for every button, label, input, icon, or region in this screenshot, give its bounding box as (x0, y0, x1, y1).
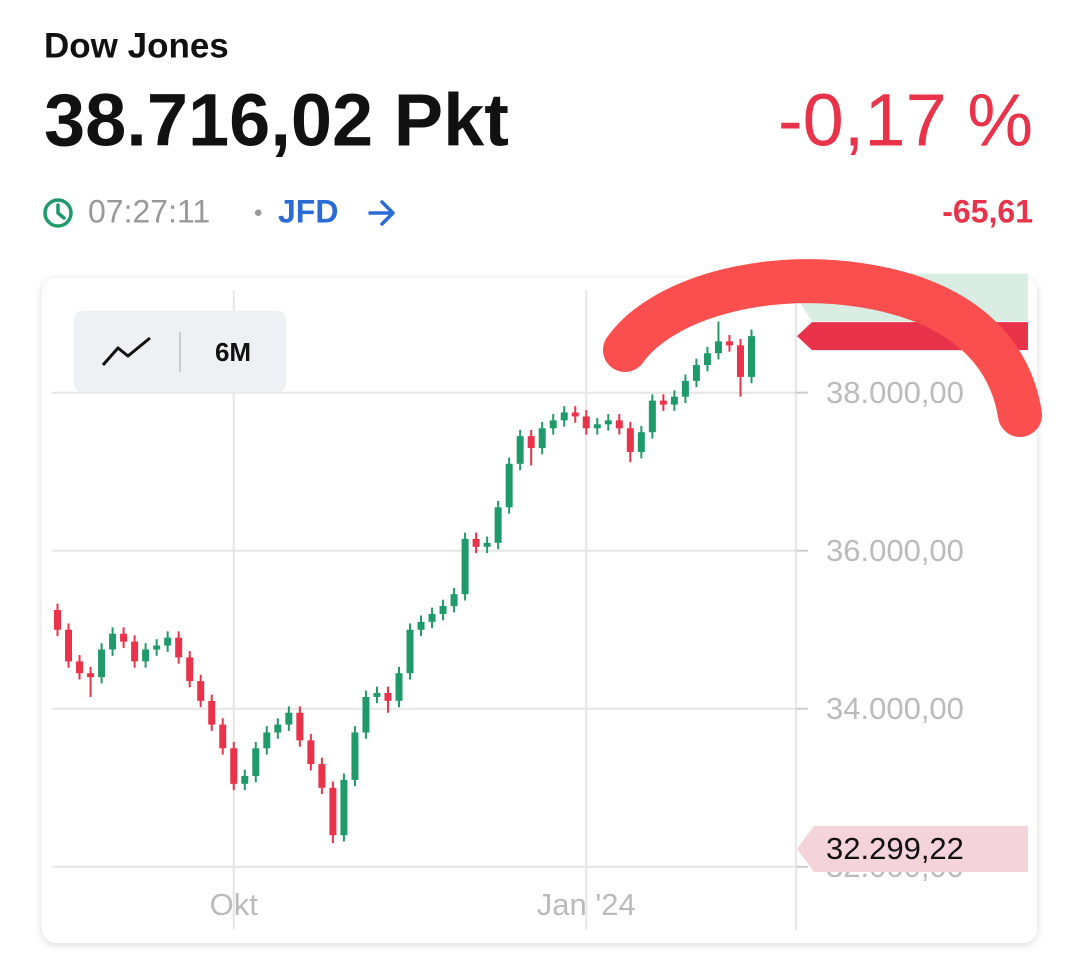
candle-body (98, 649, 106, 678)
range-selector[interactable]: 6M (74, 311, 286, 392)
candle-body (340, 779, 348, 836)
index-name: Dow Jones (44, 26, 229, 65)
candle-body (604, 420, 612, 425)
candle-body (307, 740, 315, 765)
candle-body (142, 649, 150, 662)
candle-body (76, 661, 84, 674)
range-label[interactable]: 6M (215, 337, 251, 367)
price: 38.716,02 Pkt (44, 79, 509, 162)
candle-body (670, 396, 678, 405)
candle-body (65, 629, 73, 662)
candle-body (131, 641, 139, 662)
candle-body (120, 633, 128, 642)
y-tick-label: 38.000,00 (826, 375, 964, 410)
low-price-marker (797, 826, 1028, 872)
candle-body (681, 380, 689, 397)
candle-body (362, 696, 370, 733)
candle-body (450, 594, 458, 607)
candle-body (318, 764, 326, 788)
arrow-icon[interactable] (368, 200, 395, 226)
candle-body (472, 538, 480, 547)
candle-body (659, 400, 667, 405)
candle-body (483, 542, 491, 547)
candle-body (549, 420, 557, 429)
candle-body (175, 637, 183, 658)
candle-body (538, 428, 546, 449)
candle-body (329, 787, 337, 836)
candle-body (527, 436, 535, 449)
clock-icon (43, 198, 73, 228)
candle-body (263, 732, 271, 749)
candle-body (626, 428, 634, 452)
candle-body (428, 613, 436, 622)
candle-body (417, 621, 425, 630)
candle-body (87, 673, 95, 678)
candle-body (593, 424, 601, 429)
candle-body (560, 412, 568, 421)
candle-body (384, 692, 392, 701)
candle-body (703, 353, 711, 366)
candle-body (637, 432, 645, 452)
candle-body (494, 507, 502, 543)
change-percent: -0,17 % (778, 79, 1033, 162)
line-chart-icon[interactable] (101, 336, 151, 366)
plot: 32.000,0034.000,0036.000,0038.000,00OktJ… (52, 278, 964, 930)
separator: • (254, 199, 262, 226)
chart-card (42, 278, 1037, 943)
candle-body (373, 692, 381, 697)
candle-body (692, 365, 700, 381)
y-tick-label: 36.000,00 (826, 533, 964, 568)
candle-body (109, 633, 117, 650)
candle-body (274, 724, 282, 733)
candle-body (395, 673, 403, 701)
candle-body (725, 341, 733, 346)
candle-body (285, 712, 293, 725)
candle-body (208, 700, 216, 725)
candle-body (505, 463, 513, 508)
candle-body (516, 436, 524, 464)
candle-body (153, 645, 161, 650)
candle-body (186, 657, 194, 682)
candle-body (582, 416, 590, 429)
candle-body (197, 681, 205, 701)
change-points: -65,61 (942, 193, 1033, 229)
low-price-label: 32.299,22 (826, 831, 964, 866)
candle-body (648, 400, 656, 433)
candle-body (230, 748, 238, 784)
x-tick-label: Jan '24 (537, 887, 636, 922)
y-tick-label: 34.000,00 (826, 691, 964, 726)
candle-body (351, 732, 359, 780)
source-link[interactable]: JFD (278, 193, 338, 229)
scribble (603, 259, 1042, 437)
candle-body (747, 336, 755, 377)
candle-body (252, 748, 260, 776)
candle-body (219, 724, 227, 749)
candle-body (736, 345, 744, 377)
candle-body (406, 629, 414, 674)
candle-body (571, 412, 579, 417)
candle-body (54, 610, 62, 630)
x-tick-label: Okt (210, 887, 259, 922)
candle-body (296, 712, 304, 741)
candle-body (241, 775, 249, 784)
candle-body (615, 420, 623, 429)
candle-body (439, 606, 447, 614)
time: 07:27:11 (88, 193, 210, 229)
candle-body (461, 538, 469, 595)
candle-body (714, 341, 722, 354)
candle-body (164, 637, 172, 646)
